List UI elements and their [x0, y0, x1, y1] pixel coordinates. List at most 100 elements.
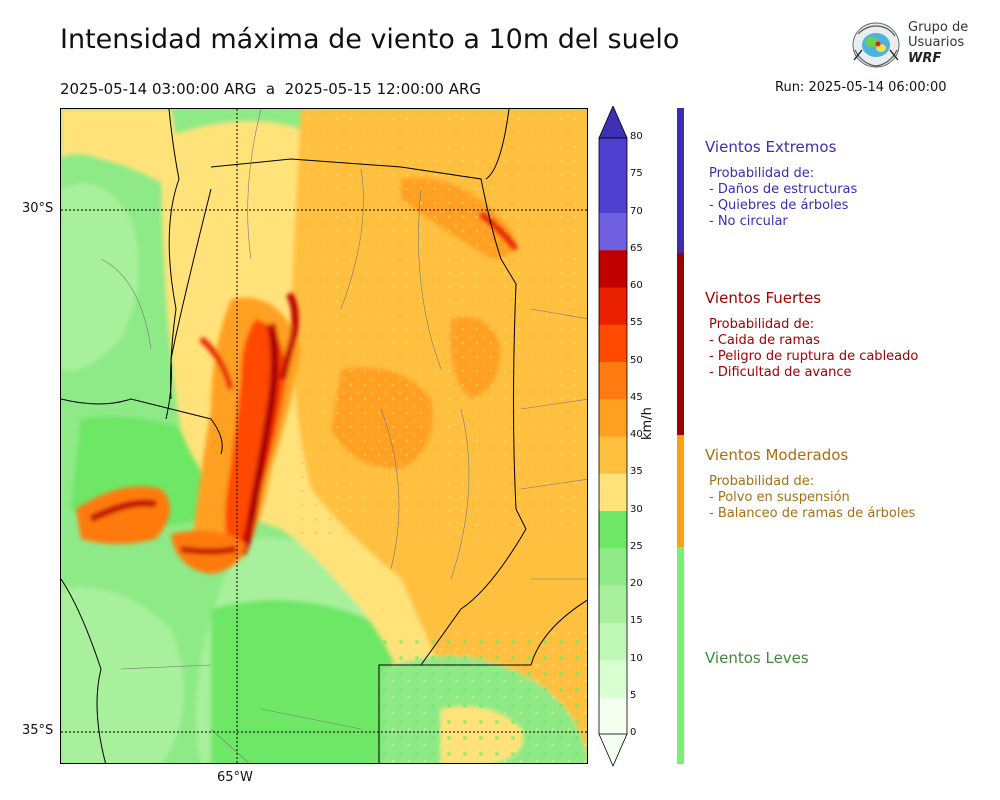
field-pale-green-west	[61, 183, 139, 371]
colorbar-bin	[599, 696, 627, 735]
category-strong-item: Probabilidad de:	[709, 317, 815, 332]
field-northwest-red-arm	[199, 336, 234, 390]
category-extreme-item: - Daños de estructuras	[709, 182, 858, 197]
forecast-period: 2025-05-14 03:00:00 ARG a 2025-05-15 12:…	[60, 80, 482, 98]
border-west-middle	[61, 398, 223, 455]
field-ridge-north-arm	[279, 292, 299, 380]
colorbar	[598, 106, 628, 767]
category-bar-light	[677, 547, 684, 764]
dept-lines-south	[100, 258, 470, 580]
colorbar-bin	[599, 510, 627, 549]
colorbar-bin	[599, 249, 627, 288]
category-bar-strong	[677, 253, 684, 435]
field-speckle-southeast	[381, 629, 587, 763]
colorbar-bin	[599, 287, 627, 325]
logo-text-line3: WRF	[908, 51, 942, 66]
field-speckle-east	[301, 109, 587, 539]
category-extreme-item: - Quiebres de árboles	[709, 198, 849, 213]
wind-map[interactable]	[60, 108, 588, 764]
border-northeast	[485, 109, 510, 180]
category-strong-item: - Dificultad de avance	[709, 365, 852, 380]
colorbar-bin	[599, 175, 627, 213]
colorbar-bin	[599, 361, 627, 400]
category-light-title: Vientos Leves	[705, 649, 809, 667]
category-moderate-item: Probabilidad de:	[709, 474, 815, 489]
colorbar-bin	[599, 398, 627, 437]
colorbar-tick-label: 40	[630, 429, 643, 440]
colorbar-tick-label: 5	[630, 689, 637, 701]
colorbar-tick-label: 35	[630, 466, 643, 478]
field-west-arm-red	[89, 499, 157, 523]
colorbar-bin	[599, 585, 627, 623]
colorbar-tick-label: 30	[630, 503, 643, 515]
colorbar-bin	[599, 436, 627, 474]
field-northeast-red-streak	[479, 211, 519, 251]
lat-label-35s: 35°S	[22, 723, 54, 738]
category-strong-title: Vientos Fuertes	[705, 289, 822, 307]
field-pale-green-southwest	[61, 587, 184, 763]
category-extreme-list: Probabilidad de: - Daños de estructuras …	[705, 166, 857, 230]
field-green-south-belt	[211, 600, 431, 763]
colorbar-bin	[599, 212, 627, 251]
run-time: Run: 2025-05-14 06:00:00	[775, 80, 947, 95]
colorbar-bin	[599, 324, 627, 362]
category-extreme-item: - No circular	[709, 214, 788, 229]
category-moderate-item: - Polvo en suspensión	[709, 490, 850, 505]
border-north	[210, 158, 527, 666]
border-central	[165, 188, 212, 420]
colorbar-tick-label: 20	[630, 578, 643, 589]
colorbar-unit: km/h	[640, 407, 655, 440]
colorbar-tick-label: 15	[630, 615, 643, 627]
colorbar-bin	[599, 659, 627, 698]
colorbar-tick-label: 10	[630, 652, 643, 664]
lat-label-30s: 30°S	[22, 201, 54, 216]
colorbar-bin	[599, 138, 627, 176]
colorbar-tick-label: 80	[630, 131, 643, 142]
map-title: Intensidad máxima de viento a 10m del su…	[60, 24, 680, 55]
colorbar-tick-label: 65	[630, 242, 643, 254]
logo-text-line2: Usuarios	[908, 35, 965, 50]
field-south-blob-red	[180, 546, 237, 555]
colorbar-tick-label: 70	[630, 205, 643, 217]
colorbar-tick-label: 45	[630, 391, 643, 403]
colorbar-bin	[599, 622, 627, 660]
field-ridge-maroon-line	[249, 333, 277, 520]
colorbar-tick-label: 55	[630, 317, 643, 329]
colorbar-tick-label: 0	[630, 727, 637, 738]
logo-text-line1: Grupo de	[908, 20, 969, 35]
wind-field-svg	[61, 109, 587, 763]
colorbar-tick-label: 60	[630, 280, 643, 291]
border-west-lower	[61, 578, 107, 763]
colorbar-frame	[598, 137, 628, 735]
dept-lines-east	[520, 308, 587, 580]
globe-logo-icon	[852, 22, 900, 68]
colorbar-tick-label: 25	[630, 540, 643, 552]
colorbar-tick-label: 75	[630, 168, 643, 180]
category-moderate-list: Probabilidad de: - Polvo en suspensión -…	[705, 474, 915, 522]
wrf-group-logo: Grupo de Usuarios WRF	[848, 18, 970, 72]
category-bar-extreme	[677, 108, 684, 253]
category-light: Vientos Leves	[705, 649, 809, 667]
category-moderate-item: - Balanceo de ramas de árboles	[709, 506, 916, 521]
category-extreme: Vientos Extremos Probabilidad de: - Daño…	[705, 138, 857, 230]
category-strong-item: - Caida de ramas	[709, 333, 820, 348]
category-strong-item: - Peligro de ruptura de cableado	[709, 349, 919, 364]
colorbar-extend-top	[598, 106, 628, 139]
dept-lines-southwest	[120, 664, 362, 763]
category-strong-list: Probabilidad de: - Caida de ramas - Peli…	[705, 317, 918, 381]
category-moderate: Vientos Moderados Probabilidad de: - Pol…	[705, 446, 915, 522]
colorbar-tick-label: 50	[630, 354, 643, 366]
category-extreme-item: Probabilidad de:	[709, 166, 815, 181]
lon-label-65w: 65°W	[217, 770, 253, 785]
colorbar-bin	[599, 547, 627, 586]
dept-lines-north	[247, 109, 442, 370]
category-extreme-title: Vientos Extremos	[705, 138, 837, 156]
field-yellow-northwest	[61, 109, 176, 189]
colorbar-bin	[599, 473, 627, 511]
category-strong: Vientos Fuertes Probabilidad de: - Caida…	[705, 289, 918, 381]
colorbar-extend-bottom	[598, 733, 628, 767]
category-bar-moderate	[677, 435, 684, 547]
category-bar	[677, 108, 684, 764]
category-moderate-title: Vientos Moderados	[705, 446, 849, 464]
border-southeast	[530, 599, 587, 666]
